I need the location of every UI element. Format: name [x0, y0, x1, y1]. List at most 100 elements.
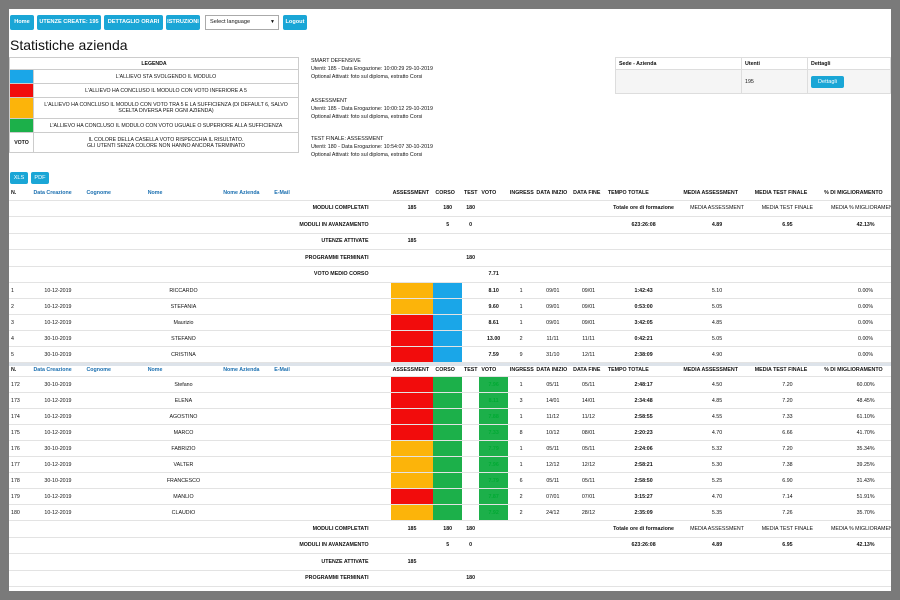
summary-empty [605, 266, 682, 283]
table-row[interactable]: 178 30-10-2019 FRANCESCO 7.79 6 05/11 05/11 2:5… [9, 472, 891, 489]
col-nome[interactable]: Nome [145, 186, 222, 201]
col-nome[interactable]: Nome [145, 362, 222, 377]
summary-empty [571, 537, 606, 554]
row-cognome [84, 456, 146, 473]
summary-empty [822, 233, 891, 250]
students-table: N. Data Creazione Cognome Nome Nome Azienda E… [9, 186, 891, 591]
col-n: N. [9, 362, 32, 377]
row-data-fine: 12/12 [571, 456, 606, 473]
table-row[interactable]: 179 10-12-2019 MANLIO 7.87 2 07/01 07/01 3:15:2… [9, 488, 891, 505]
row-ingressi: 1 [507, 456, 535, 473]
summary-voto [479, 570, 508, 587]
voto-cell: 7.88 [479, 408, 508, 425]
xls-export-button[interactable]: XLS [10, 172, 28, 184]
dettagli-button[interactable]: Dettagli [811, 75, 844, 88]
col-cognome[interactable]: Cognome [84, 362, 146, 377]
legend-text: L'ALLIEVO HA CONCLUSO IL MODULO CON VOTO… [33, 97, 299, 119]
col-email[interactable]: E-Mail [272, 362, 391, 377]
summary-empty [534, 537, 572, 554]
row-nome: STEFANO [145, 330, 222, 347]
row-email [272, 472, 391, 489]
row-data-creazione: 10-12-2019 [31, 282, 85, 299]
course-name: TEST FINALE: ASSESSMENT [311, 136, 384, 142]
utenze-create-button[interactable]: UTENZE CREATE: 195 [37, 15, 101, 30]
row-media-assessment: 5.32 [681, 440, 753, 457]
corso-status-cell [433, 472, 462, 489]
summary-empty [571, 216, 606, 234]
media-migl-value: 42.13% [822, 537, 891, 554]
row-media-test: 7.14 [752, 488, 823, 505]
table-row[interactable]: 172 30-10-2019 Stefano 7.96 1 05/11 05/11 2:48:… [9, 376, 891, 393]
summary-voto [479, 200, 508, 217]
row-data-fine: 11/12 [571, 408, 606, 425]
summary-empty [507, 200, 535, 217]
table-row[interactable]: 180 10-12-2019 CLAUDIO 7.92 2 24/12 28/12 2:35:… [9, 504, 891, 521]
summary-voto [479, 249, 508, 267]
legend-table: LEGENDA L'ALLIEVO STA SVOLGENDO IL MODUL… [9, 57, 299, 153]
pdf-export-button[interactable]: PDF [31, 172, 49, 184]
table-row[interactable]: 175 10-12-2019 MARCO 7.33 8 10/12 08/01 2:20:23… [9, 424, 891, 441]
row-email [272, 440, 391, 457]
row-ingressi: 1 [507, 440, 535, 457]
course-info-1: SMART DEFENSIVE Utenti: 185 - Data Erogaz… [311, 57, 433, 81]
row-media-test [752, 330, 823, 347]
utenti-cell: 195 [741, 69, 808, 94]
row-data-creazione: 10-12-2019 [31, 298, 85, 315]
row-cognome [84, 314, 146, 331]
summary-row: VOTO MEDIO CORSO 7.71 [9, 586, 891, 591]
dettaglio-orari-button[interactable]: DETTAGLIO ORARI [104, 15, 163, 30]
row-nome-azienda [221, 504, 273, 521]
col-email[interactable]: E-Mail [272, 186, 391, 201]
summary-empty [571, 200, 606, 217]
row-media-assessment: 5.35 [681, 504, 753, 521]
summary-label: PROGRAMMI TERMINATI [9, 249, 391, 267]
row-media-assessment: 5.10 [681, 282, 753, 299]
table-row[interactable]: 177 10-12-2019 VALTER 7.96 1 12/12 12/12 2:58:2… [9, 456, 891, 473]
chevron-down-icon: ▼ [270, 19, 275, 25]
home-button[interactable]: Home [10, 15, 34, 30]
row-media-assessment: 4.70 [681, 488, 753, 505]
row-ingressi: 2 [507, 330, 535, 347]
summary-assessment: 185 [390, 200, 434, 217]
istruzioni-button[interactable]: ISTRUZIONI [166, 15, 200, 30]
table-row[interactable]: 1 10-12-2019 RICCARDO 8.10 1 09/01 09/01 1:42:4… [9, 282, 891, 299]
summary-row: UTENZE ATTIVATE 185 [9, 553, 891, 571]
row-media-test: 6.90 [752, 472, 823, 489]
row-number: 174 [9, 408, 32, 425]
table-row[interactable]: 173 10-12-2019 ELENA 8.11 3 14/01 14/01 2:34:48… [9, 392, 891, 409]
row-data-inizio: 10/12 [534, 424, 572, 441]
row-number: 4 [9, 330, 32, 347]
media-test-value: 6.95 [752, 537, 823, 554]
row-media-assessment: 4.55 [681, 408, 753, 425]
col-voto: VOTO [479, 362, 508, 377]
col-nome-azienda[interactable]: Nome Azienda [221, 362, 273, 377]
row-nome: Stefano [145, 376, 222, 393]
language-select[interactable]: Select language ▼ [205, 15, 279, 30]
row-number: 176 [9, 440, 32, 457]
logout-button[interactable]: Logout [283, 15, 307, 30]
row-miglioramento: 41.70% [822, 424, 891, 441]
row-ingressi: 1 [507, 314, 535, 331]
table-row[interactable]: 2 10-12-2019 STEFANIA 9.60 1 09/01 09/01 0:53:0… [9, 298, 891, 315]
table-row[interactable]: 4 30-10-2019 STEFANO 13.00 2 11/11 11/11 0:42:2… [9, 330, 891, 347]
summary-empty [822, 586, 891, 591]
col-data-creazione[interactable]: Data Creazione [31, 186, 85, 201]
summary-empty [822, 553, 891, 571]
table-row[interactable]: 5 30-10-2019 CRISTINA 7.59 9 31/10 12/11 2:38:0… [9, 346, 891, 363]
total-hours-label: Totale ore di formazione [605, 520, 682, 538]
row-data-creazione: 30-10-2019 [31, 330, 85, 347]
voto-cell: 8.10 [479, 282, 508, 299]
row-number: 172 [9, 376, 32, 393]
table-row[interactable]: 174 10-12-2019 AGOSTINO 7.88 1 11/12 11/12 2:58… [9, 408, 891, 425]
assessment-status-cell [390, 346, 434, 363]
table-row[interactable]: 176 30-10-2019 FABRIZIO 7.79 1 05/11 05/11 2:24… [9, 440, 891, 457]
col-data-creazione[interactable]: Data Creazione [31, 362, 85, 377]
row-tempo-totale: 2:35:09 [605, 504, 682, 521]
table-row[interactable]: 3 10-12-2019 Maurizio 8.61 1 09/01 09/01 3:42:0… [9, 314, 891, 331]
col-cognome[interactable]: Cognome [84, 186, 146, 201]
col-nome-azienda[interactable]: Nome Azienda [221, 186, 273, 201]
summary-row: PROGRAMMI TERMINATI 180 [9, 249, 891, 267]
course-line: Optional Attivati: foto sul diploma, est… [311, 152, 423, 158]
summary-assessment [390, 249, 434, 267]
row-cognome [84, 472, 146, 489]
